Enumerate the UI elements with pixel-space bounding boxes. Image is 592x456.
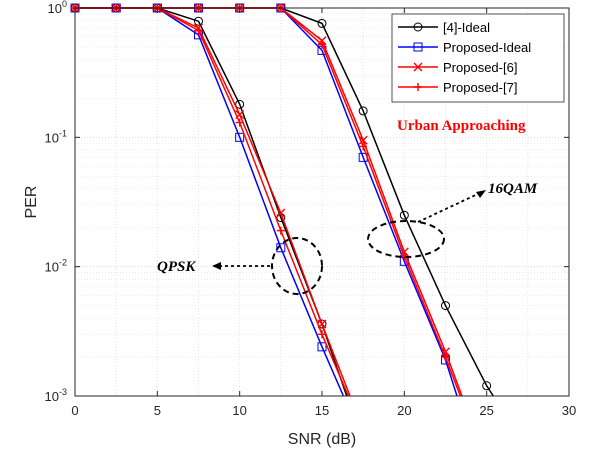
data-point-circle	[194, 16, 203, 26]
data-point-plus	[318, 330, 326, 339]
data-point-circle	[399, 210, 409, 220]
data-point-circle	[317, 18, 327, 28]
qam-ellipse	[367, 220, 445, 258]
legend: [4]-Ideal Proposed-Ideal Proposed-[6] Propo…	[391, 13, 565, 103]
x-tick-label: 25	[479, 403, 493, 418]
x-axis-label: SNR (dB)	[288, 431, 356, 448]
scenario-annotation: Urban Approaching	[397, 118, 526, 134]
y-tick-label: 100	[48, 0, 67, 16]
x-tick-label: 0	[71, 403, 78, 418]
y-tick-exponent: -3	[59, 387, 67, 397]
data-point-plus	[276, 226, 285, 235]
qam-arrow-head	[476, 190, 486, 198]
data-point-plus	[235, 118, 244, 127]
y-tick-label: 10-1	[45, 128, 67, 145]
data-point-plus	[441, 353, 450, 362]
legend-item: [4]-Ideal	[398, 20, 490, 35]
data-point-square	[413, 42, 423, 52]
legend-item: Proposed-[6]	[398, 60, 517, 75]
data-point-circle	[441, 301, 450, 311]
qpsk-annotation: QPSK	[157, 259, 196, 275]
data-point-square	[317, 342, 327, 352]
y-tick-exponent: -2	[59, 258, 67, 268]
data-point-circle	[358, 106, 368, 116]
y-tick-label: 10-2	[45, 258, 67, 275]
x-tick-label: 20	[397, 403, 411, 418]
legend-item: Proposed-Ideal	[398, 40, 531, 55]
data-point-plus	[414, 83, 422, 91]
legend-item: Proposed-[7]	[398, 80, 517, 95]
legend-label: [4]-Ideal	[443, 20, 490, 35]
qpsk-arrow-head	[212, 262, 221, 270]
legend-items: [4]-Ideal Proposed-Ideal Proposed-[6] Propo…	[398, 20, 531, 95]
data-point-plus	[359, 142, 368, 151]
y-tick-exponent: 0	[62, 0, 67, 9]
x-tick-label: 15	[315, 403, 329, 418]
data-point-plus	[194, 26, 203, 35]
qam-annotation: 16QAM	[488, 181, 538, 197]
data-point-circle	[482, 381, 492, 391]
data-point-x	[413, 62, 423, 72]
y-tick-label: 10-3	[45, 387, 67, 404]
legend-label: Proposed-[6]	[443, 60, 517, 75]
data-point-plus	[318, 40, 326, 49]
x-tick-label: 5	[154, 403, 161, 418]
legend-label: Proposed-Ideal	[443, 40, 531, 55]
y-axis-label: PER	[23, 186, 40, 219]
legend-label: Proposed-[7]	[443, 80, 517, 95]
y-tick-exponent: -1	[59, 128, 67, 138]
data-point-circle	[413, 22, 423, 32]
data-point-square	[235, 132, 245, 142]
data-point-circle	[235, 99, 245, 109]
x-tick-label: 10	[232, 403, 246, 418]
x-tick-label: 30	[562, 403, 576, 418]
data-point-x	[276, 208, 286, 218]
data-point-x	[358, 135, 368, 145]
qpsk-ellipse	[271, 237, 323, 295]
